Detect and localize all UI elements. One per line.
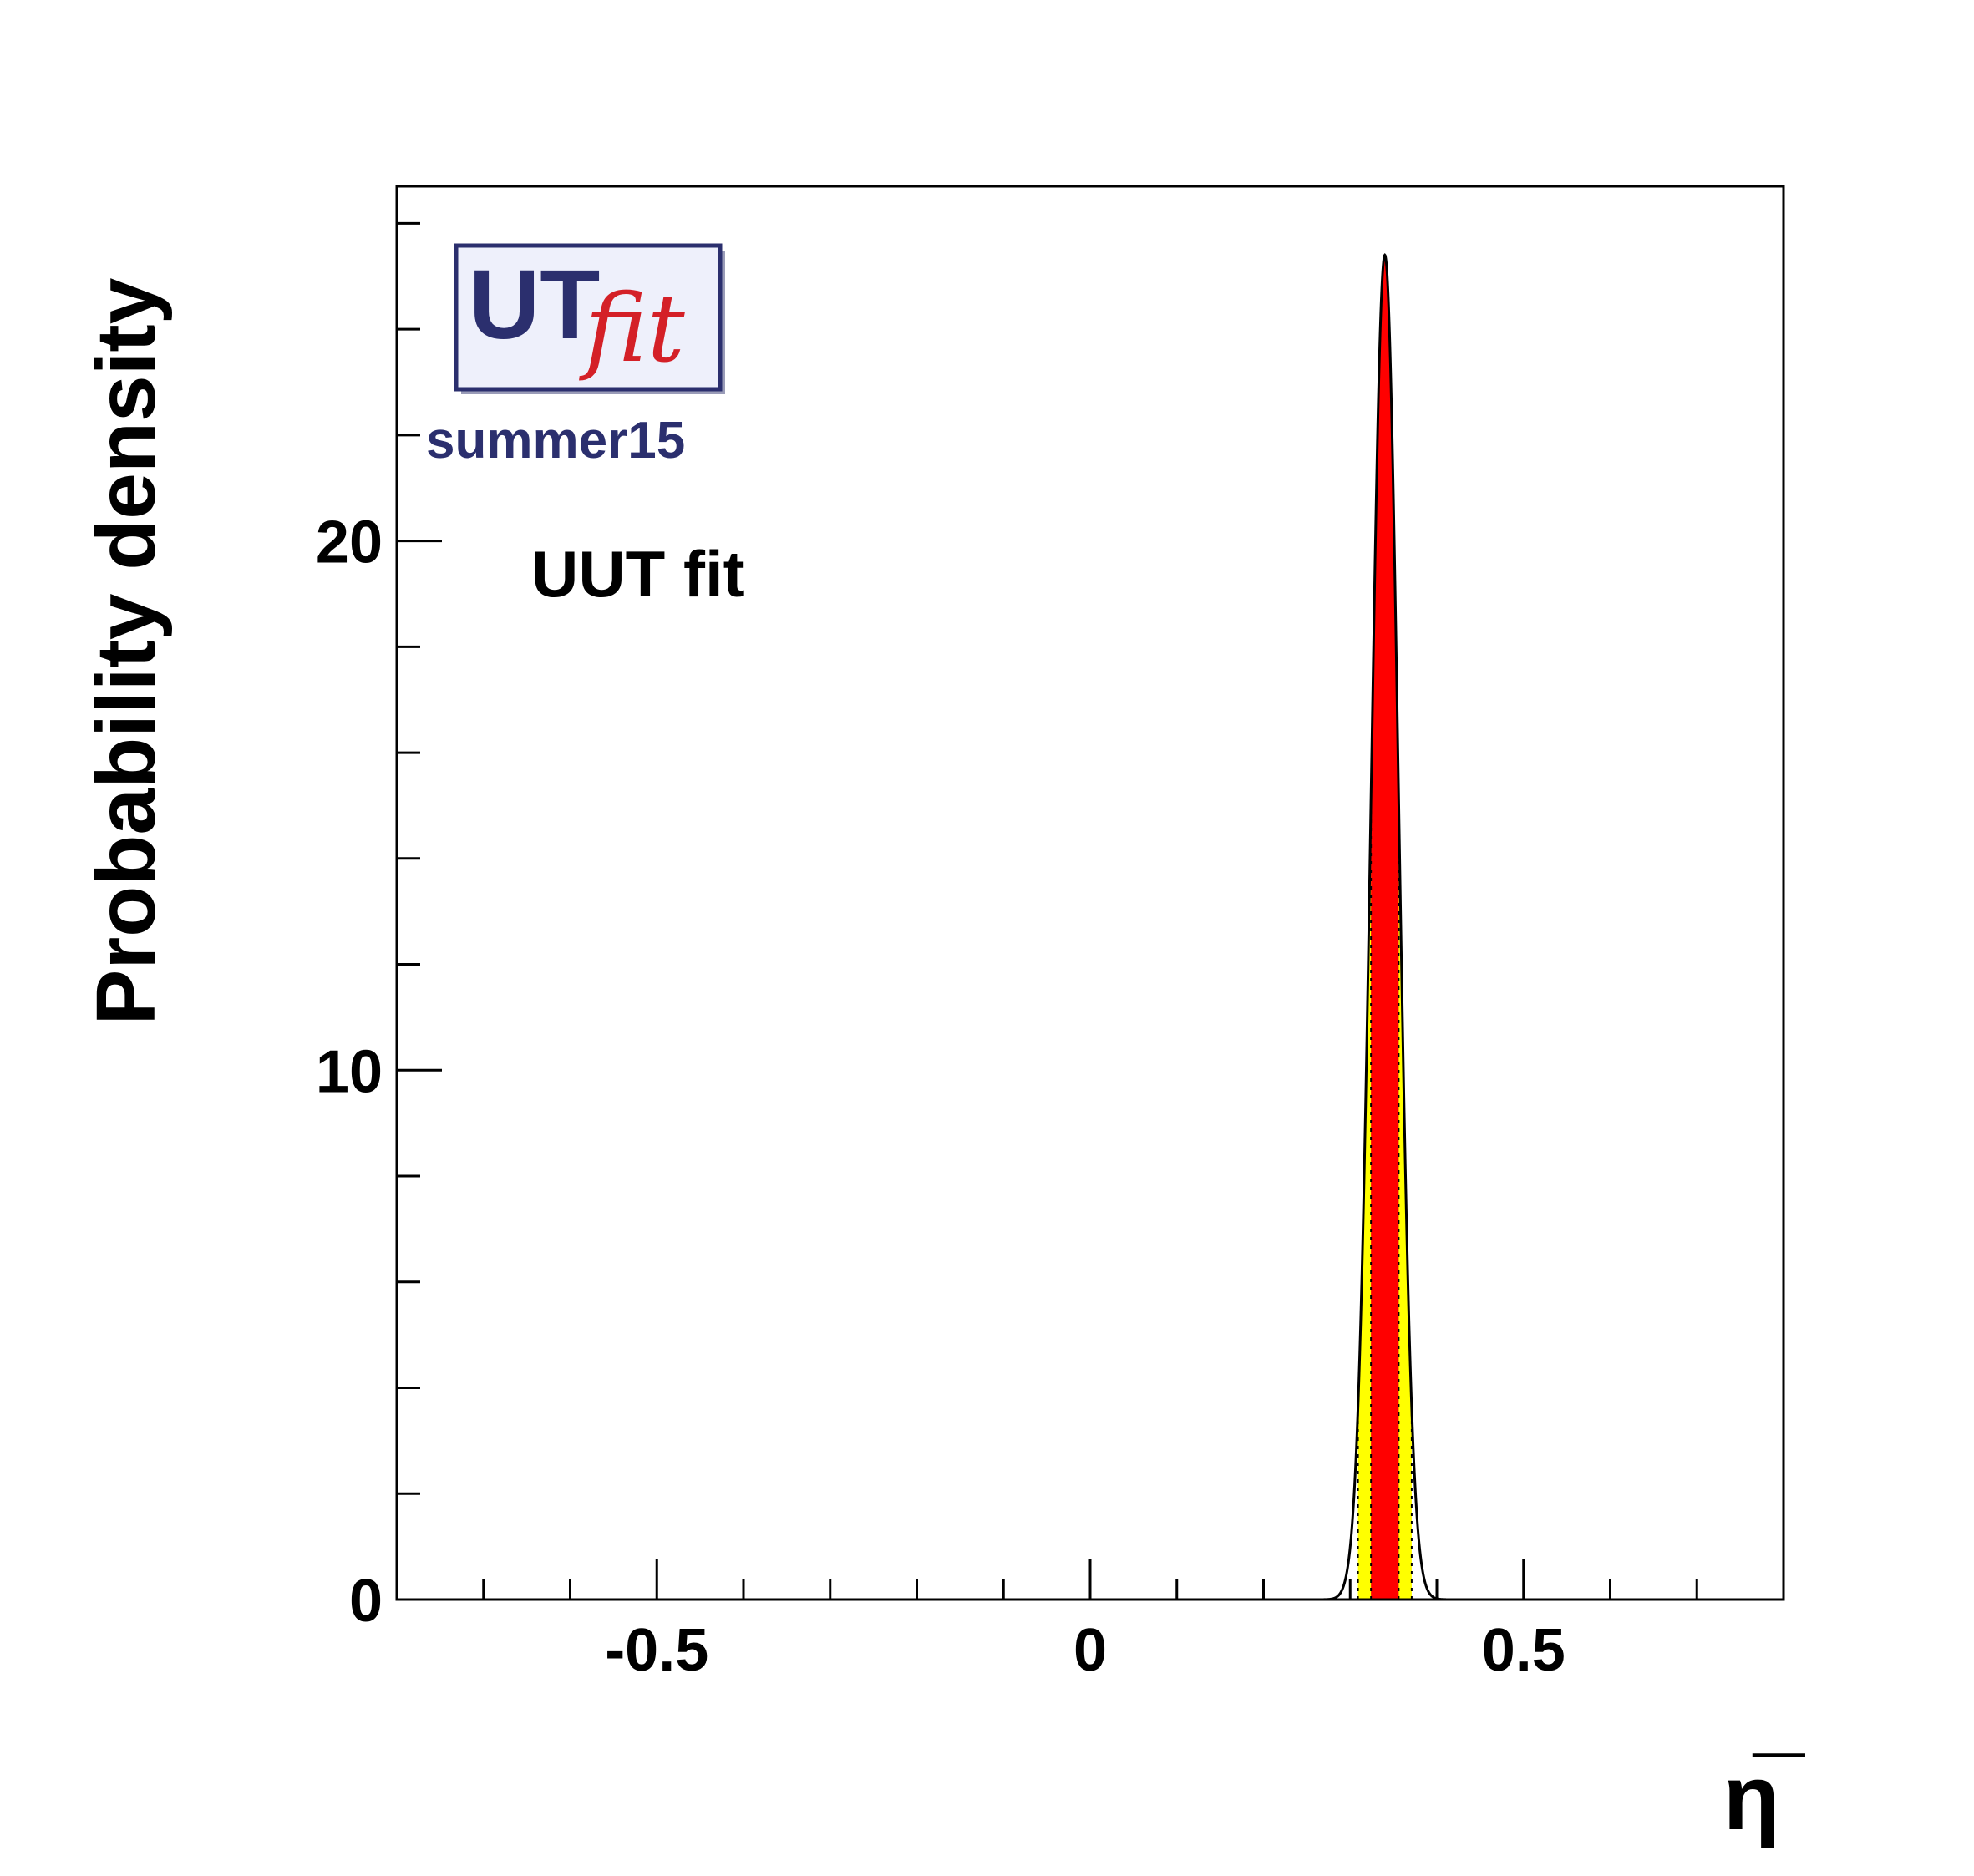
y-axis-title: Probability density (79, 277, 173, 1025)
x-axis-ticks: -0.5 0 0.5 (482, 1559, 1698, 1684)
y-tick-label: 20 (316, 510, 383, 576)
logo-ut: UT (469, 250, 600, 360)
x-tick-label: -0.5 (605, 1617, 708, 1684)
confidence-bands (1343, 255, 1426, 1600)
plot-frame (395, 185, 1785, 1601)
x-tick-label: 0.5 (1482, 1617, 1565, 1684)
y-tick-label: 0 (349, 1568, 383, 1635)
logo-edition: summer15 (426, 412, 685, 469)
logo-box (454, 243, 723, 392)
density-curve (1317, 253, 1454, 1601)
x-tick-label: 0 (1073, 1617, 1107, 1684)
x-axis-title: η̅ (1723, 1747, 1805, 1849)
logo-fit: fit (579, 275, 686, 383)
y-tick-label: 10 (316, 1038, 383, 1105)
y-axis-ticks: 0 10 20 (316, 221, 442, 1635)
fit-annotation: UUT fit (531, 537, 745, 611)
band-68 (1371, 255, 1399, 1600)
utfit-logo: UT fit summer15 (426, 243, 725, 469)
